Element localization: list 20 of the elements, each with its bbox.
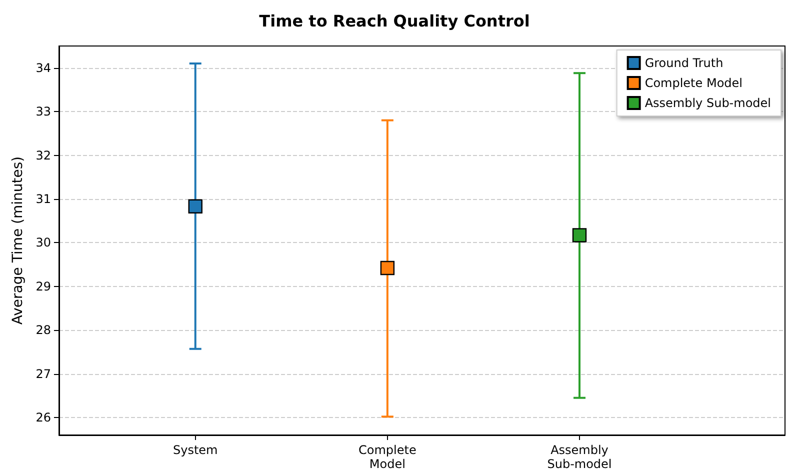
y-tick-label: 29 [36, 279, 51, 294]
x-tick-label: System [172, 443, 218, 457]
y-tick-label: 31 [36, 192, 51, 206]
y-tick-label: 28 [36, 323, 51, 338]
y-tick-label: 33 [36, 104, 51, 119]
x-tick-label: Assembly Sub-model [547, 443, 612, 471]
y-tick-label: 27 [36, 366, 51, 381]
legend-label: Assembly Sub-model [644, 96, 771, 110]
y-tick-label: 34 [36, 60, 51, 75]
y-tick-label: 32 [36, 148, 51, 162]
chart-title: Time to Reach Quality Control [259, 12, 530, 30]
y-tick-label: 30 [36, 236, 51, 250]
legend-label: Ground Truth [644, 56, 724, 70]
point [572, 228, 587, 242]
y-axis-title: Average Time (minutes) [10, 156, 26, 325]
point [188, 199, 202, 214]
x-tick-label: Complete Model [358, 443, 416, 471]
legend-label: Complete Model [644, 76, 742, 90]
point [380, 260, 395, 276]
y-tick-label: 26 [36, 410, 51, 425]
